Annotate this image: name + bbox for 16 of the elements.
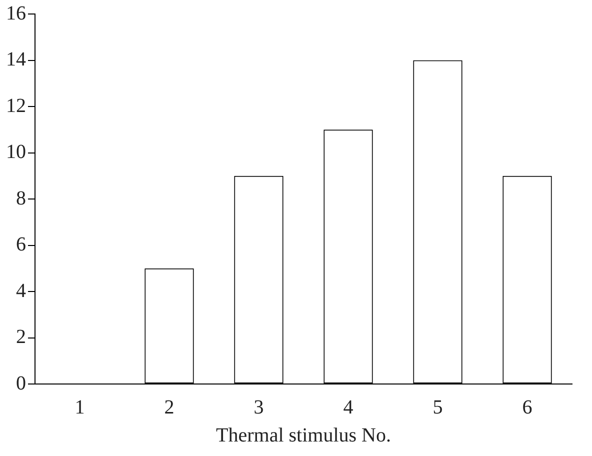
x-tick-label: 2 xyxy=(164,396,174,418)
x-tick-label: 4 xyxy=(343,396,354,418)
y-tick-label: 10 xyxy=(6,141,26,163)
y-tick-label: 4 xyxy=(16,280,26,302)
y-tick-label: 14 xyxy=(6,48,26,70)
x-tick-label: 3 xyxy=(254,396,264,418)
x-tick-label: 5 xyxy=(432,396,443,418)
y-tick-label: 16 xyxy=(6,2,26,24)
y-tick-label: 8 xyxy=(16,187,26,210)
y-tick-label: 6 xyxy=(16,234,26,256)
x-tick-label: 1 xyxy=(74,396,85,418)
x-axis-title: Thermal stimulus No. xyxy=(216,424,391,446)
y-tick-label: 2 xyxy=(16,326,26,348)
x-tick-label: 6 xyxy=(522,396,532,418)
y-tick-label: 12 xyxy=(6,94,26,117)
y-tick-label: 0 xyxy=(16,372,26,394)
